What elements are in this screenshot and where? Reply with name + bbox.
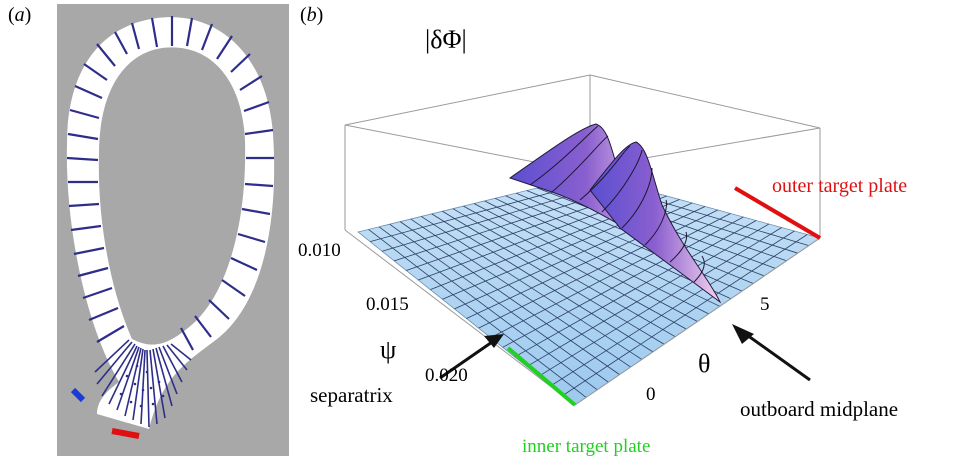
- grid-line: [562, 234, 808, 396]
- annotation-arrows: [439, 324, 811, 382]
- panel-a-label: (a): [8, 4, 32, 26]
- outboard-midplane-label: outboard midplane: [740, 397, 898, 421]
- mesh-xpoint-fan: [94, 339, 192, 428]
- outer-target-marker: [111, 428, 140, 439]
- psi-tick-0020: 0.020: [425, 365, 468, 386]
- theta-axis-label: θ: [698, 349, 710, 378]
- mesh-xpoint-cells: [119, 364, 165, 408]
- separatrix-arrow: [439, 338, 496, 380]
- grid-line: [502, 216, 744, 348]
- grid-line: [550, 230, 795, 387]
- separatrix-label: separatrix: [310, 383, 393, 407]
- grid-line: [538, 227, 782, 377]
- outer-target-plate-line: [733, 186, 822, 240]
- grid-line: [490, 213, 731, 339]
- surface-peak-ridges: [529, 125, 705, 283]
- grid-line: [514, 220, 757, 358]
- mesh-ring: [66, 17, 275, 429]
- grid-line: [478, 209, 718, 329]
- tokamak-mesh-panel: [57, 4, 289, 456]
- bounding-box-front: [344, 229, 821, 406]
- outer-target-plate-label: outer target plate: [772, 175, 907, 197]
- theta-tick-0: 0: [646, 384, 656, 405]
- tokamak-mesh-figure: [66, 16, 275, 439]
- inner-target-marker: [70, 387, 86, 403]
- inner-target-plate-line: [506, 346, 577, 407]
- z-axis-label: |δΦ|: [425, 25, 467, 54]
- panel-b-label: (b): [300, 4, 324, 26]
- grid-line: [526, 223, 770, 367]
- midplane-arrowhead: [732, 324, 754, 344]
- surface-plot-panel: |δΦ| outer target plate inner target pla…: [290, 0, 958, 462]
- surface-peak-2: [589, 141, 722, 304]
- separatrix-arrowhead: [484, 334, 504, 348]
- inner-target-plate-label: inner target plate: [522, 436, 650, 457]
- psi-axis-label: ψ: [380, 335, 396, 364]
- midplane-arrow: [739, 328, 811, 382]
- psi-tick-0010: 0.010: [298, 240, 341, 261]
- theta-tick-5: 5: [760, 294, 770, 315]
- surface-plot: |δΦ| outer target plate inner target pla…: [298, 25, 907, 457]
- psi-tick-0015: 0.015: [366, 294, 409, 315]
- mesh-radial-lines: [66, 16, 274, 351]
